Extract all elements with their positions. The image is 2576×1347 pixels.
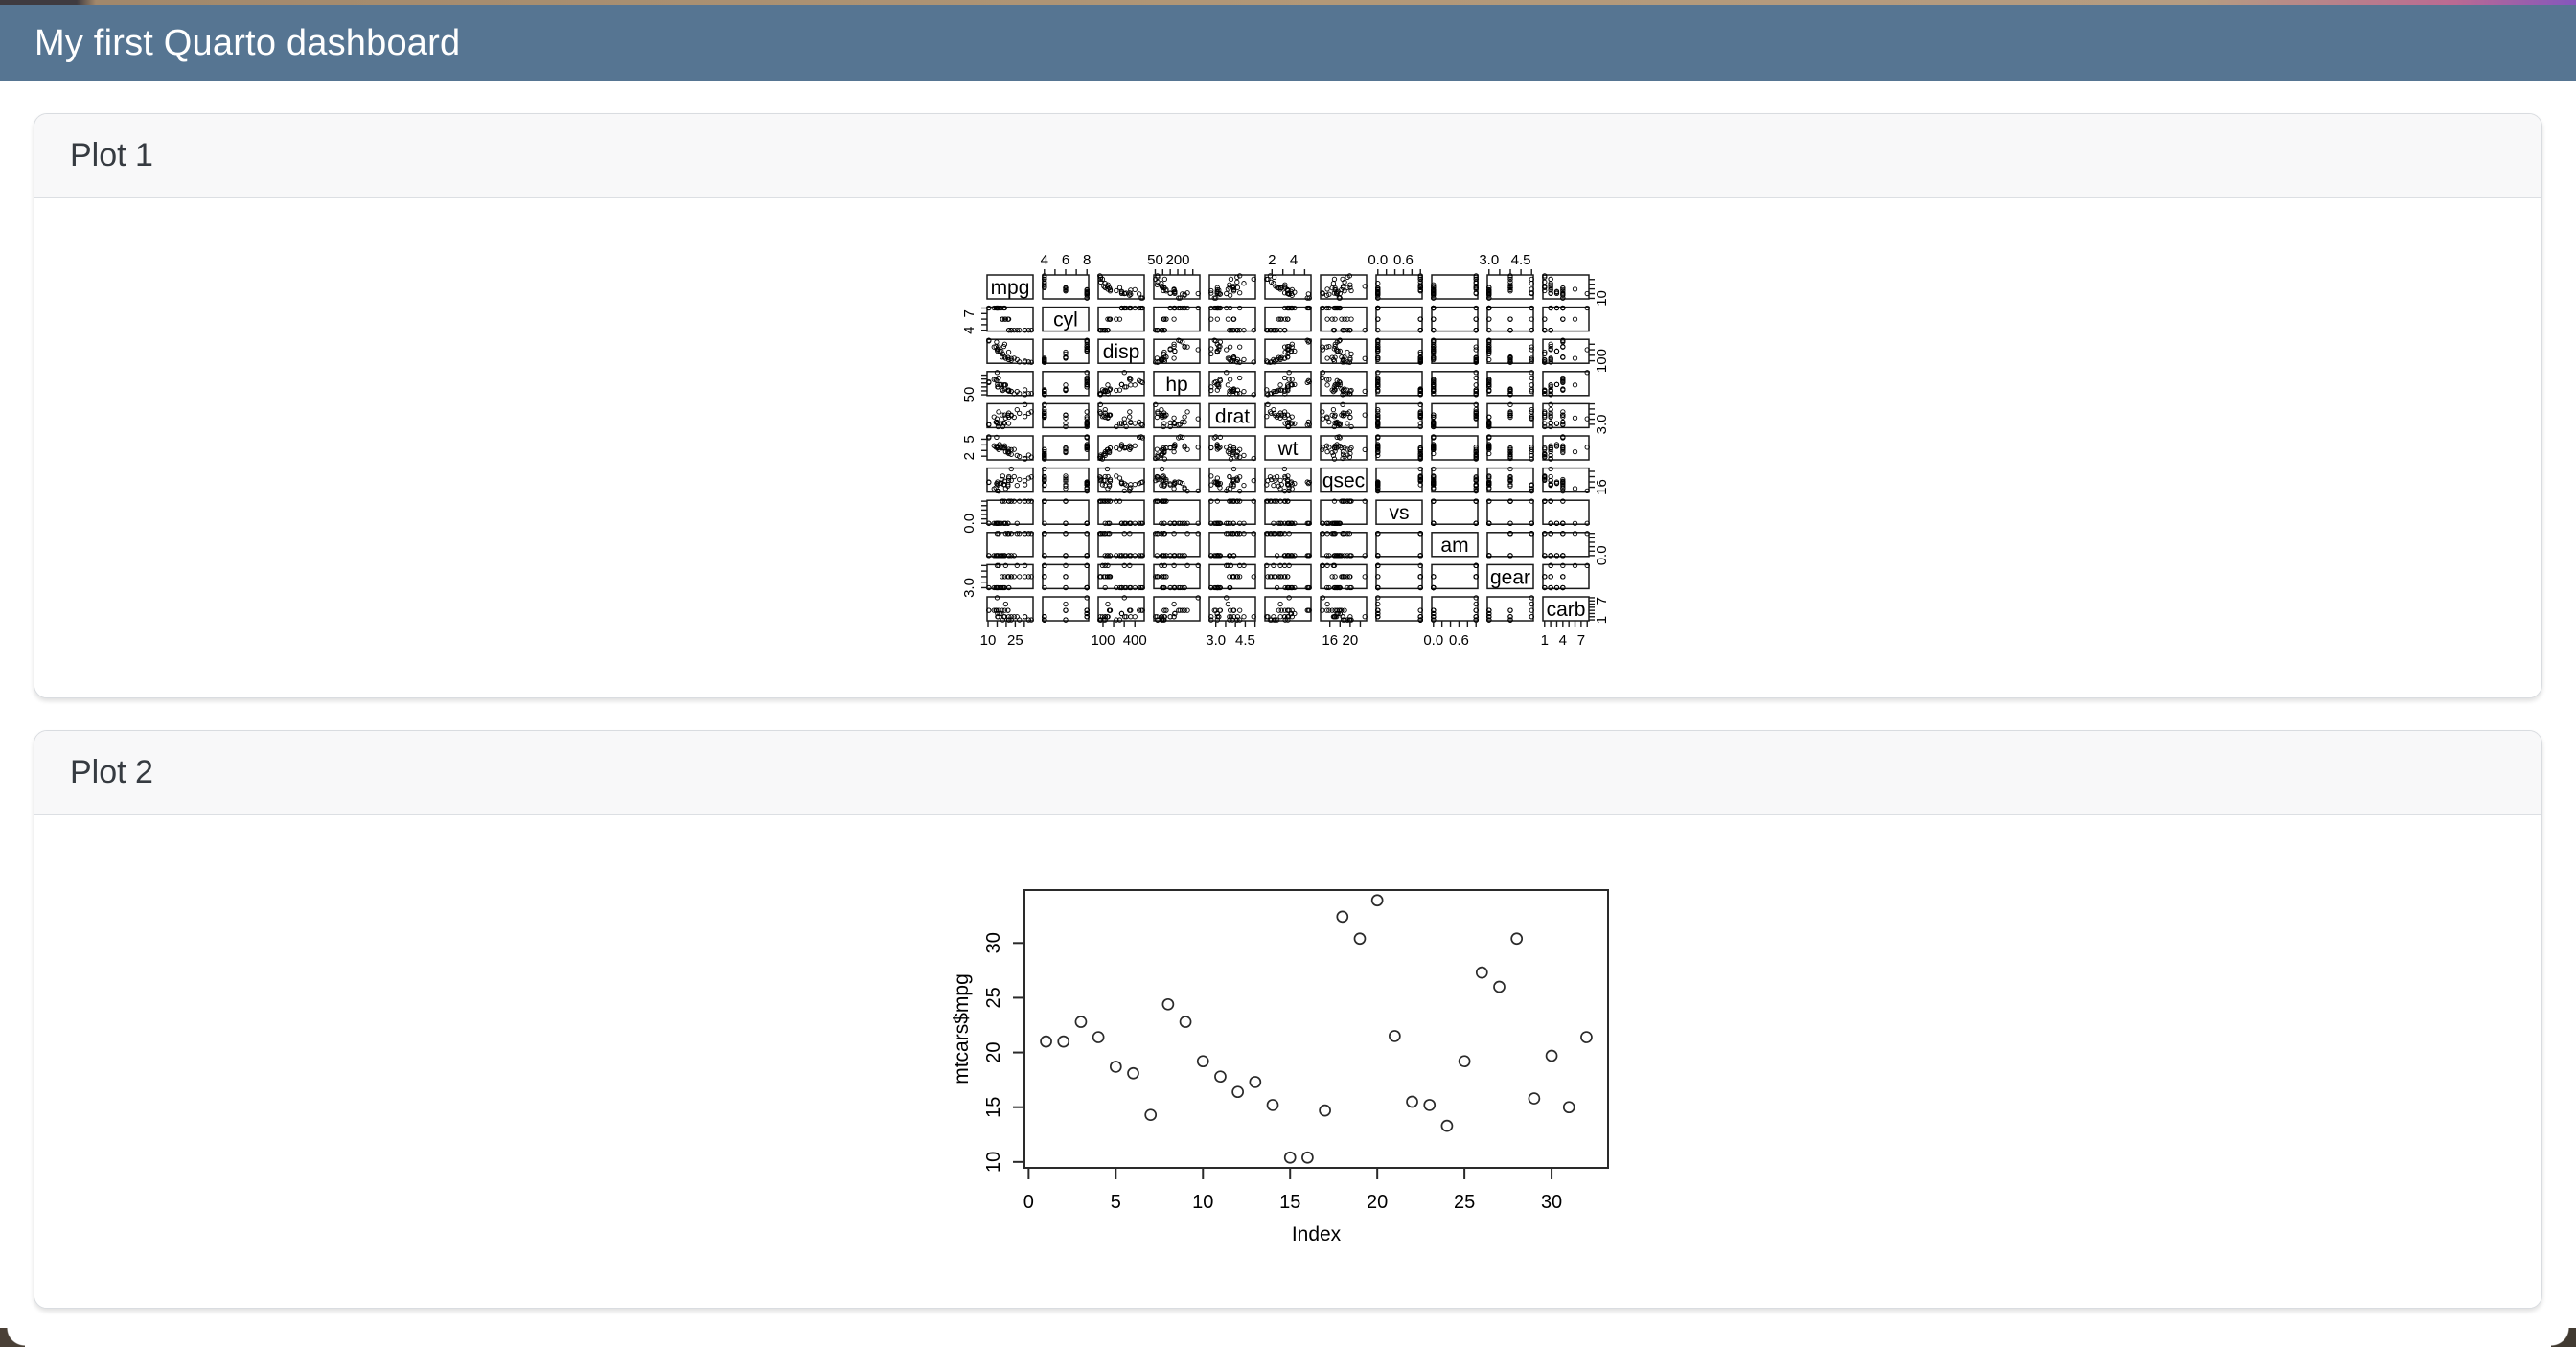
svg-text:3.0: 3.0 bbox=[1594, 414, 1610, 434]
svg-text:10: 10 bbox=[980, 632, 997, 649]
dashboard-main: Plot 1 mpg cyl disp hp drat wt qsec vs am gear car… bbox=[0, 81, 2576, 1309]
svg-text:25: 25 bbox=[1454, 1192, 1475, 1213]
window-corner-right bbox=[2551, 1328, 2576, 1347]
svg-text:400: 400 bbox=[1123, 632, 1147, 649]
svg-text:4: 4 bbox=[1041, 252, 1048, 268]
svg-text:4: 4 bbox=[1290, 252, 1298, 268]
svg-text:Index: Index bbox=[1292, 1223, 1342, 1243]
svg-text:20: 20 bbox=[1367, 1192, 1388, 1213]
svg-text:wt: wt bbox=[1277, 438, 1299, 460]
svg-text:carb: carb bbox=[1547, 599, 1586, 621]
svg-text:10: 10 bbox=[1192, 1192, 1213, 1213]
svg-text:30: 30 bbox=[1541, 1192, 1562, 1213]
svg-text:4.5: 4.5 bbox=[1235, 632, 1255, 649]
svg-text:0.0: 0.0 bbox=[961, 514, 978, 534]
svg-text:1: 1 bbox=[1594, 616, 1610, 624]
svg-text:20: 20 bbox=[1343, 632, 1359, 649]
svg-text:4: 4 bbox=[961, 327, 978, 334]
plot2-card-header: Plot 2 bbox=[34, 731, 2542, 815]
svg-text:disp: disp bbox=[1103, 341, 1140, 363]
svg-text:vs: vs bbox=[1390, 502, 1410, 524]
svg-text:30: 30 bbox=[983, 932, 1004, 953]
mpg-index-plot-image: 0 5 10 15 20 25 30 10 15 20 25 30 Index mtcars$mpg bbox=[953, 889, 1609, 1243]
svg-text:7: 7 bbox=[961, 309, 978, 317]
svg-text:gear: gear bbox=[1490, 566, 1530, 588]
svg-text:16: 16 bbox=[1594, 479, 1610, 495]
svg-text:50: 50 bbox=[961, 387, 978, 403]
svg-text:0: 0 bbox=[1024, 1192, 1034, 1213]
svg-text:hp: hp bbox=[1165, 374, 1187, 396]
svg-text:mpg: mpg bbox=[991, 277, 1030, 299]
svg-text:7: 7 bbox=[1594, 597, 1610, 605]
svg-text:qsec: qsec bbox=[1322, 470, 1365, 492]
plot1-card: Plot 1 mpg cyl disp hp drat wt qsec vs am gear car… bbox=[34, 113, 2542, 698]
svg-text:16: 16 bbox=[1322, 632, 1338, 649]
svg-text:am: am bbox=[1440, 535, 1468, 557]
svg-text:6: 6 bbox=[1062, 252, 1070, 268]
plot2-card-body: 0 5 10 15 20 25 30 10 15 20 25 30 Index mtcars$mpg bbox=[34, 815, 2542, 1308]
svg-text:3.0: 3.0 bbox=[1479, 252, 1499, 268]
plot1-card-body: mpg cyl disp hp drat wt qsec vs am gear carb 4 6 8 50 2… bbox=[34, 198, 2542, 697]
svg-text:0.0: 0.0 bbox=[1423, 632, 1443, 649]
svg-text:5: 5 bbox=[1111, 1192, 1121, 1213]
window-corner-left bbox=[0, 1328, 25, 1347]
svg-text:25: 25 bbox=[1007, 632, 1024, 649]
svg-text:5: 5 bbox=[961, 435, 978, 443]
svg-text:0.6: 0.6 bbox=[1449, 632, 1469, 649]
svg-text:50: 50 bbox=[1147, 252, 1163, 268]
svg-text:10: 10 bbox=[983, 1152, 1004, 1173]
svg-text:25: 25 bbox=[983, 987, 1004, 1008]
navbar: My first Quarto dashboard bbox=[0, 5, 2576, 81]
svg-text:100: 100 bbox=[1594, 349, 1610, 373]
svg-text:3.0: 3.0 bbox=[961, 578, 978, 598]
svg-text:20: 20 bbox=[983, 1041, 1004, 1062]
svg-text:1: 1 bbox=[1541, 632, 1549, 649]
svg-text:3.0: 3.0 bbox=[1206, 632, 1226, 649]
svg-text:2: 2 bbox=[1268, 252, 1276, 268]
svg-text:15: 15 bbox=[983, 1097, 1004, 1118]
svg-text:0.0: 0.0 bbox=[1368, 252, 1388, 268]
plot1-card-header: Plot 1 bbox=[34, 114, 2542, 198]
svg-text:10: 10 bbox=[1594, 290, 1610, 307]
browser-chrome-strip bbox=[0, 0, 2576, 5]
svg-text:0.6: 0.6 bbox=[1393, 252, 1414, 268]
svg-text:4: 4 bbox=[1559, 632, 1567, 649]
svg-text:mtcars$mpg: mtcars$mpg bbox=[953, 973, 973, 1084]
svg-text:2: 2 bbox=[961, 452, 978, 460]
plot2-card: Plot 2 0 5 10 15 20 25 30 10 15 20 25 30 Index mtcars… bbox=[34, 730, 2542, 1309]
plot2-card-title: Plot 2 bbox=[70, 754, 153, 790]
plot1-card-title: Plot 1 bbox=[70, 137, 153, 173]
dashboard-title: My first Quarto dashboard bbox=[34, 22, 461, 63]
svg-text:100: 100 bbox=[1091, 632, 1115, 649]
svg-text:7: 7 bbox=[1577, 632, 1585, 649]
svg-text:drat: drat bbox=[1215, 405, 1250, 427]
svg-text:15: 15 bbox=[1279, 1192, 1300, 1213]
svg-text:cyl: cyl bbox=[1053, 309, 1078, 331]
svg-text:0.0: 0.0 bbox=[1594, 545, 1610, 565]
svg-text:4.5: 4.5 bbox=[1511, 252, 1531, 268]
svg-text:200: 200 bbox=[1166, 252, 1190, 268]
svg-text:8: 8 bbox=[1083, 252, 1091, 268]
